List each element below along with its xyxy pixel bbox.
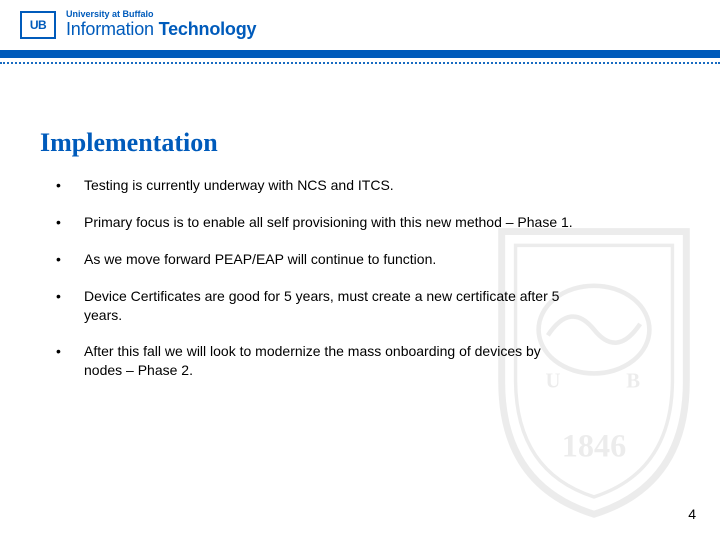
svg-text:B: B [626,370,640,392]
list-item: Testing is currently underway with NCS a… [56,176,576,195]
logo-main-light: Information [66,19,159,39]
logo-main: Information Technology [66,20,256,40]
logo-main-bold: Technology [159,19,257,39]
page-number: 4 [688,506,696,522]
slide-title: Implementation [40,128,218,158]
list-item: Primary focus is to enable all self prov… [56,213,576,232]
ub-logo-text: UB [30,18,46,32]
crest-year: 1846 [562,428,627,464]
bullet-list: Testing is currently underway with NCS a… [56,176,576,398]
list-item: As we move forward PEAP/EAP will continu… [56,250,576,269]
list-item: Device Certificates are good for 5 years… [56,287,576,325]
ub-logo-box: UB [20,11,56,39]
logo: UB University at Buffalo Information Tec… [20,10,256,40]
header: UB University at Buffalo Information Tec… [0,0,720,58]
header-band [0,50,720,58]
slide: UB University at Buffalo Information Tec… [0,0,720,540]
logo-text: University at Buffalo Information Techno… [66,10,256,40]
list-item: After this fall we will look to moderniz… [56,342,576,380]
header-dotted-rule [0,62,720,64]
